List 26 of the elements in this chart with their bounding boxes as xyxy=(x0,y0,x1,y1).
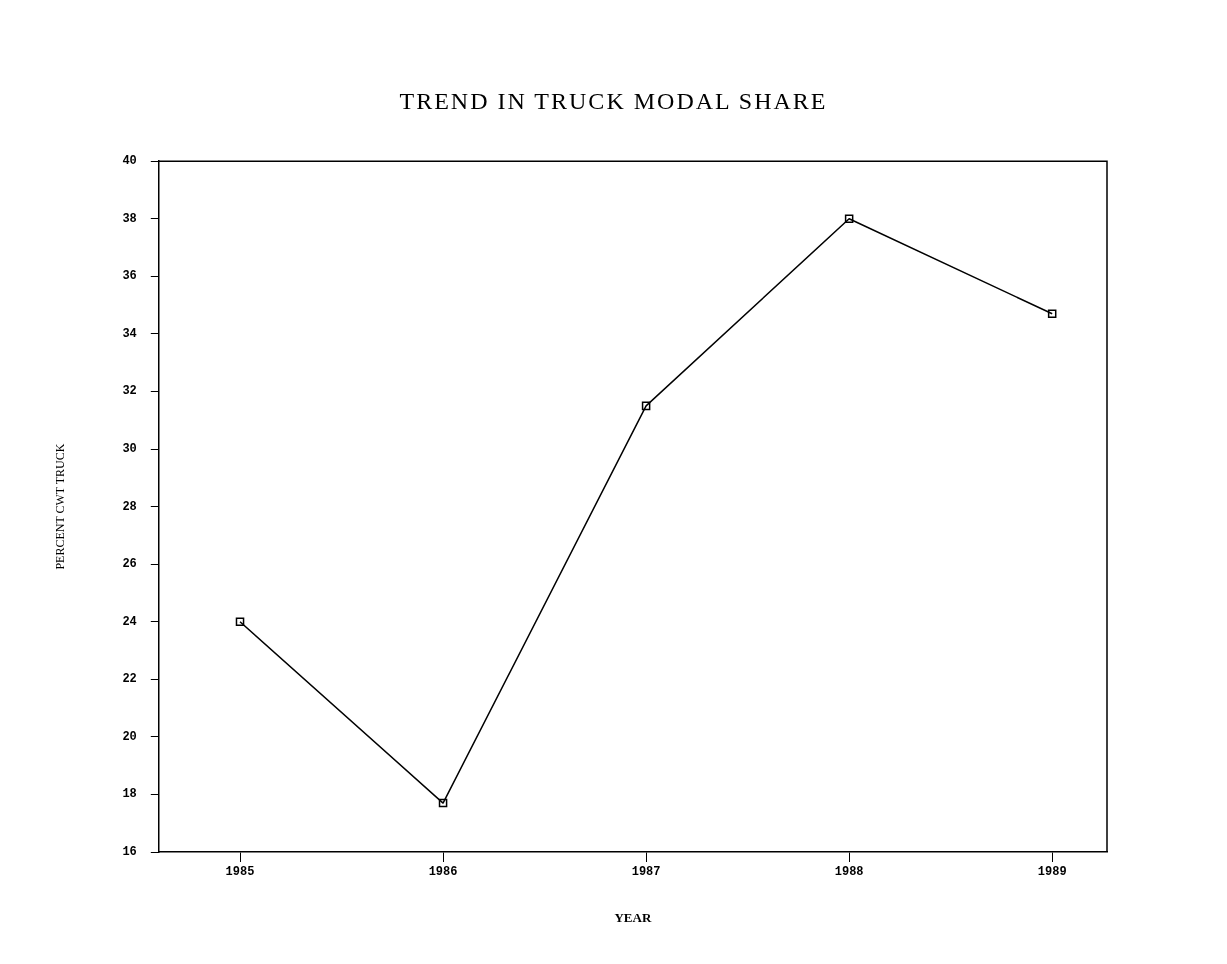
y-tick-label: 20 xyxy=(122,729,137,744)
point xyxy=(844,214,854,224)
x-tick-label: 1989 xyxy=(1037,865,1067,880)
point xyxy=(438,798,448,808)
y-tick-label: 40 xyxy=(122,154,137,169)
point xyxy=(1047,309,1057,319)
y-tick-label: 24 xyxy=(122,614,137,629)
y-tick-label: 16 xyxy=(122,845,137,860)
point xyxy=(235,617,245,627)
x-tick-label: 1988 xyxy=(834,865,864,880)
x-axis-title: YEAR xyxy=(614,909,652,925)
y-axis-title: PERCENT CWT TRUCK xyxy=(53,443,68,570)
y-tick-label: 28 xyxy=(122,499,137,514)
y-tick-label: 34 xyxy=(122,326,137,341)
y-tick-label: 32 xyxy=(122,384,137,399)
chart-title: TREND IN TRUCK MODAL SHARE xyxy=(398,88,829,115)
x-tick-label: 1987 xyxy=(631,865,661,880)
y-tick-label: 36 xyxy=(122,269,137,284)
point xyxy=(641,401,651,411)
y-tick-label: 30 xyxy=(122,442,137,457)
y-tick-label: 22 xyxy=(122,672,137,687)
x-tick-label: 1985 xyxy=(225,865,255,880)
y-tick-label: 26 xyxy=(122,557,137,572)
y-tick-label: 38 xyxy=(122,211,137,226)
x-tick-label: 1986 xyxy=(428,865,458,880)
y-tick-label: 18 xyxy=(122,787,137,802)
